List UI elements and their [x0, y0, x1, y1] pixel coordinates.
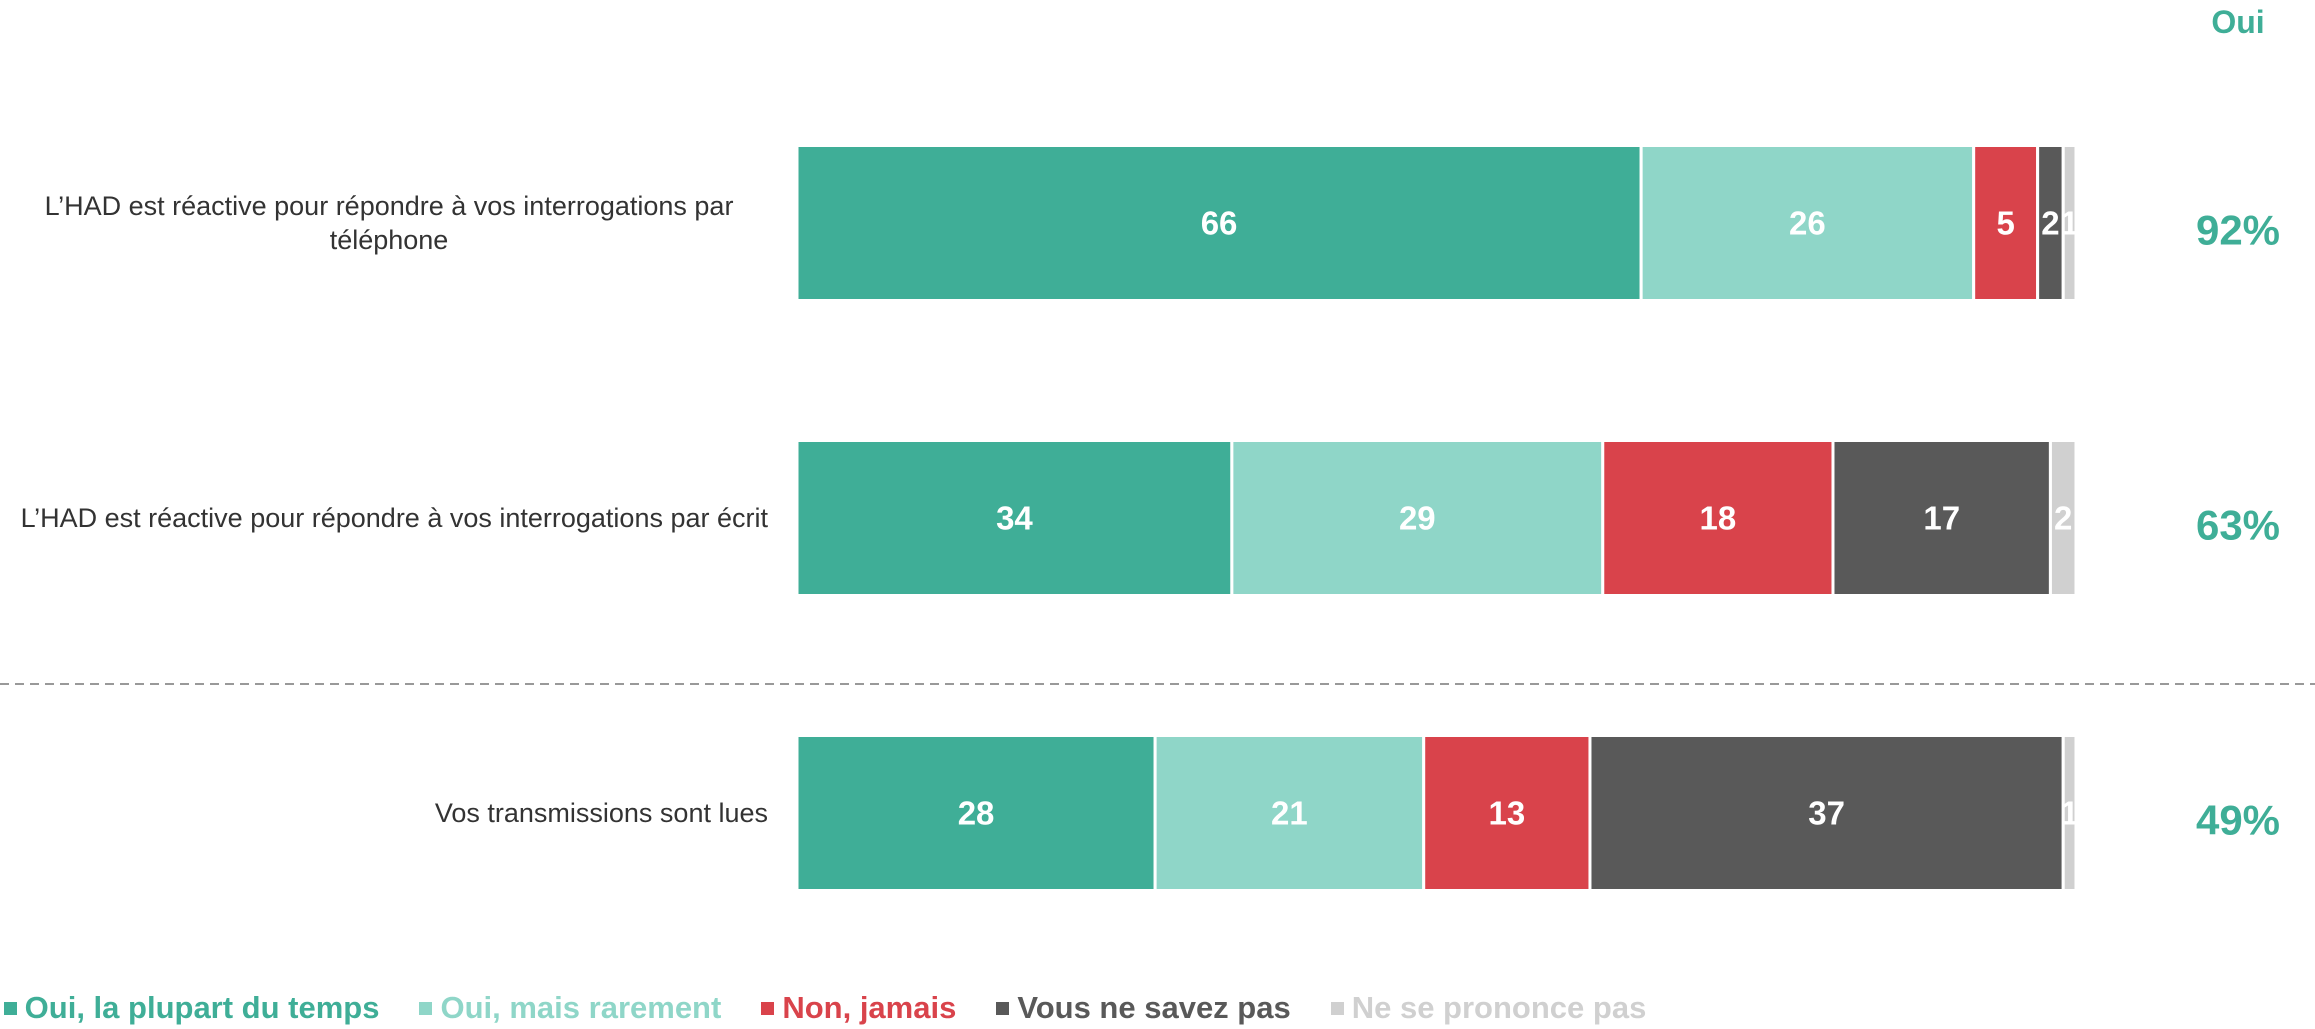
bar-segment [1639, 144, 1976, 302]
bar-segment [795, 734, 1157, 892]
category-label-box: L’HAD est réactive pour répondre à vos i… [10, 146, 768, 301]
segment-label: 26 [1789, 205, 1826, 242]
segment-label: 37 [1808, 795, 1845, 832]
bar-segment [795, 144, 1643, 302]
segment-label: 18 [1700, 500, 1737, 537]
bar-segment [2061, 734, 2078, 892]
segment-label: 21 [1271, 795, 1308, 832]
total-label: 92% [2196, 207, 2280, 254]
bar-segment [1588, 734, 2065, 892]
legend-label: Oui, la plupart du temps [24, 990, 380, 1025]
legend: Oui, la plupart du temps Oui, mais rareme… [0, 990, 1650, 1026]
segment-label: 2 [2041, 205, 2059, 242]
legend-label: Non, jamais [782, 990, 957, 1025]
legend-item: Oui, mais rarement [419, 990, 721, 1026]
legend-swatch [3, 1001, 17, 1015]
category-label-box: Vos transmissions sont lues [10, 736, 768, 891]
bar-segment [1422, 734, 1592, 892]
segment-label: 34 [996, 500, 1033, 537]
bar-segment [2061, 144, 2078, 302]
segment-label: 1 [2060, 795, 2078, 832]
category-label: L’HAD est réactive pour répondre à vos i… [20, 503, 768, 533]
legend-swatch [1330, 1001, 1344, 1015]
legend-item: Vous ne savez pas [996, 990, 1291, 1026]
total-label: 49% [2196, 797, 2280, 844]
segment-label: 2 [2054, 500, 2072, 537]
totals-header: Oui [2211, 4, 2264, 40]
legend-label: Oui, mais rarement [440, 990, 722, 1025]
bar-segment [2036, 144, 2065, 302]
bar-segment [1153, 734, 1426, 892]
bar-segment [1831, 439, 2052, 597]
legend-item: Ne se prononce pas [1330, 990, 1647, 1026]
segment-label: 1 [2060, 205, 2078, 242]
legend-label: Ne se prononce pas [1351, 990, 1647, 1025]
legend-swatch [996, 1001, 1010, 1015]
legend-swatch [761, 1001, 775, 1015]
segment-label: 13 [1488, 795, 1525, 832]
segment-label: 17 [1923, 500, 1960, 537]
category-label: Vos transmissions sont lues [434, 798, 768, 828]
legend-label: Vous ne savez pas [1017, 990, 1291, 1025]
legend-item: Non, jamais [761, 990, 956, 1026]
legend-item: Oui, la plupart du temps [3, 990, 380, 1026]
bar-segment [795, 439, 1234, 597]
legend-swatch [419, 1001, 433, 1015]
segment-label: 5 [1996, 205, 2014, 242]
segment-label: 66 [1201, 205, 1238, 242]
bar-segment [2048, 439, 2078, 597]
category-label: L’HAD est réactive pour répondre à vos i… [44, 191, 734, 255]
segment-label: 29 [1399, 500, 1436, 537]
bar-segment [1230, 439, 1605, 597]
bar-segment [1601, 439, 1835, 597]
segment-label: 28 [958, 795, 995, 832]
category-label-box: L’HAD est réactive pour répondre à vos i… [10, 441, 768, 596]
total-label: 63% [2196, 502, 2280, 549]
